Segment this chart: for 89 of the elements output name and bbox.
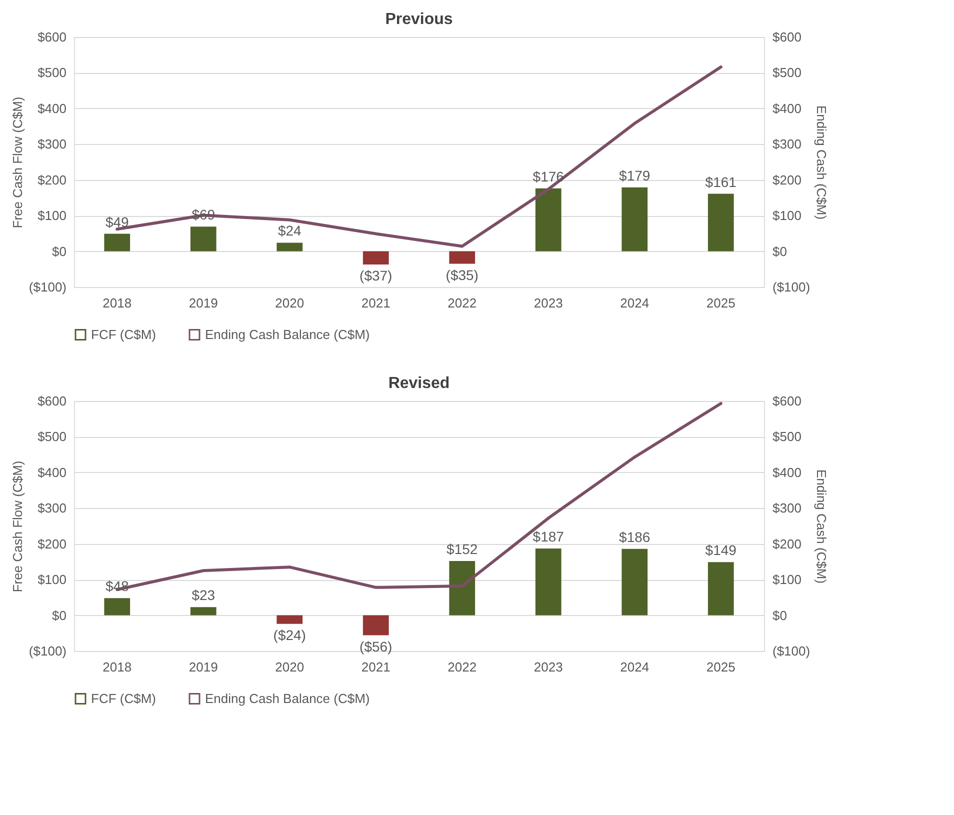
x-tick-label: 2025 xyxy=(706,296,736,310)
legend-label: Ending Cash Balance (C$M) xyxy=(205,690,370,706)
y-axis-title: Free Cash Flow (C$M) xyxy=(10,96,25,228)
y2-tick-label: ($100) xyxy=(772,280,810,294)
bar xyxy=(190,226,216,252)
bar xyxy=(362,615,389,636)
bar xyxy=(449,251,476,264)
data-label: $152 xyxy=(446,541,478,557)
y2-tick-label: $0 xyxy=(772,608,787,623)
y2-tick-label: $300 xyxy=(772,500,802,516)
data-label: ($35) xyxy=(446,266,478,283)
y-tick-label: $300 xyxy=(38,500,66,516)
y2-tick-label: $200 xyxy=(772,536,802,552)
y-tick-label: ($100) xyxy=(28,644,66,658)
data-label: $176 xyxy=(532,168,564,184)
bar xyxy=(276,242,303,252)
y-tick-label: $500 xyxy=(38,65,66,80)
data-label: $187 xyxy=(532,528,564,544)
y2-tick-label: $100 xyxy=(772,208,802,224)
y-axis-title: Free Cash Flow (C$M) xyxy=(10,460,25,592)
y2-tick-label: $100 xyxy=(772,572,802,588)
data-label: ($37) xyxy=(360,268,392,284)
bar xyxy=(708,562,734,616)
data-label: $186 xyxy=(619,528,650,545)
x-tick-label: 2018 xyxy=(102,296,132,310)
bar xyxy=(449,561,476,616)
data-label: $149 xyxy=(705,542,737,558)
x-tick-label: 2025 xyxy=(706,660,736,674)
y-tick-label: $600 xyxy=(38,30,66,44)
data-label: $161 xyxy=(705,174,737,190)
legend-label: FCF (C$M) xyxy=(91,326,156,342)
y2-tick-label: $0 xyxy=(772,244,787,259)
legend-label: Ending Cash Balance (C$M) xyxy=(205,326,370,342)
y-tick-label: $500 xyxy=(38,429,66,444)
y2-tick-label: $600 xyxy=(772,30,802,44)
y2-tick-label: $600 xyxy=(772,394,802,408)
x-tick-label: 2024 xyxy=(620,660,650,674)
x-tick-label: 2021 xyxy=(361,296,390,310)
y-tick-label: $0 xyxy=(52,244,66,259)
x-tick-label: 2020 xyxy=(275,660,304,674)
data-label: $23 xyxy=(192,587,216,604)
x-tick-label: 2019 xyxy=(188,660,218,674)
x-tick-label: 2024 xyxy=(620,296,650,310)
y-tick-label: $400 xyxy=(38,464,66,480)
bar xyxy=(708,194,734,252)
y-tick-label: $100 xyxy=(38,572,66,588)
x-tick-label: 2018 xyxy=(102,660,132,674)
bar xyxy=(622,187,648,252)
y-tick-label: $200 xyxy=(38,536,66,552)
y-tick-label: $400 xyxy=(38,100,66,116)
data-label: $49 xyxy=(105,214,130,230)
legend-label: FCF (C$M) xyxy=(91,690,156,706)
y2-axis-title: Ending Cash (C$M) xyxy=(814,105,830,220)
bar xyxy=(190,607,216,616)
y2-tick-label: $400 xyxy=(772,464,802,480)
x-tick-label: 2023 xyxy=(534,296,563,310)
y2-tick-label: $400 xyxy=(772,100,802,116)
data-label: $179 xyxy=(619,167,650,184)
y2-tick-label: $500 xyxy=(772,65,802,80)
x-tick-label: 2021 xyxy=(361,660,390,674)
y-tick-label: $300 xyxy=(38,136,66,152)
chart-title: Revised xyxy=(388,375,450,392)
y-tick-label: $200 xyxy=(38,172,66,188)
y-tick-label: ($100) xyxy=(28,280,66,294)
data-label: $24 xyxy=(278,222,302,239)
y2-tick-label: $300 xyxy=(772,136,802,152)
x-tick-label: 2023 xyxy=(534,660,563,674)
data-label: $48 xyxy=(105,578,130,594)
bar xyxy=(276,615,303,624)
bar xyxy=(104,598,130,616)
chart-title: Previous xyxy=(385,11,453,28)
y-tick-label: $100 xyxy=(38,208,66,224)
data-label: ($56) xyxy=(360,638,392,654)
x-tick-label: 2022 xyxy=(448,296,477,310)
y-tick-label: $0 xyxy=(52,608,66,623)
x-tick-label: 2020 xyxy=(275,296,304,310)
y2-tick-label: $500 xyxy=(772,429,802,444)
y2-tick-label: $200 xyxy=(772,172,802,188)
y2-axis-title: Ending Cash (C$M) xyxy=(814,469,830,584)
bar xyxy=(535,548,562,616)
bar xyxy=(622,548,648,616)
data-label: ($24) xyxy=(273,626,306,643)
x-tick-label: 2019 xyxy=(188,296,218,310)
y2-tick-label: ($100) xyxy=(772,644,810,658)
bar xyxy=(362,251,389,264)
x-tick-label: 2022 xyxy=(448,660,477,674)
bar xyxy=(535,188,562,252)
bar xyxy=(104,234,130,252)
y-tick-label: $600 xyxy=(38,394,66,408)
